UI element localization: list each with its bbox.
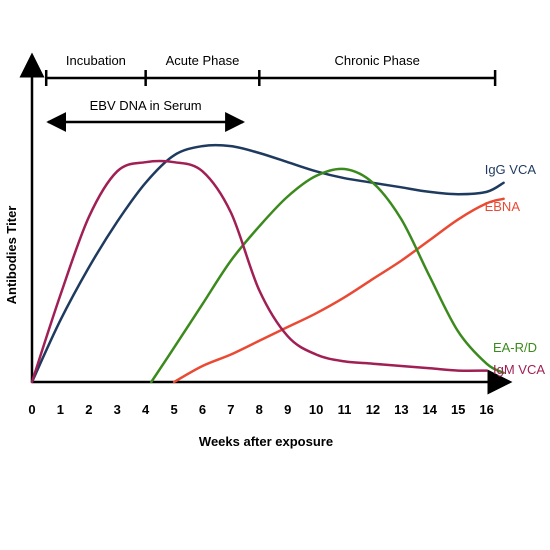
- x-tick-label-5: 5: [170, 402, 177, 417]
- x-tick-label-6: 6: [199, 402, 206, 417]
- series-line-ebna: [172, 197, 505, 384]
- series-lines: [30, 143, 505, 384]
- phase-label-1: Acute Phase: [166, 53, 240, 68]
- series-label-ebna: EBNA: [485, 199, 521, 214]
- x-tick-label-1: 1: [57, 402, 64, 417]
- y-axis-title: Antibodies Titer: [4, 206, 19, 305]
- axes: [19, 52, 513, 395]
- x-tick-label-10: 10: [309, 402, 323, 417]
- series-line-ea-r-d: [150, 167, 505, 384]
- x-tick-label-3: 3: [114, 402, 121, 417]
- phase-bar: Incubation Acute Phase Chronic Phase: [44, 53, 497, 86]
- x-tick-label-8: 8: [256, 402, 263, 417]
- series-line-igg-vca: [30, 143, 505, 384]
- series-labels: IgG VCA EBNA EA-R/D IgM VCA: [485, 162, 546, 377]
- x-tick-label-7: 7: [227, 402, 234, 417]
- x-tick-label-14: 14: [423, 402, 438, 417]
- x-tick-labels: 0 1 2 3 4 5 6 7 8 9 10 11 12 13 14 15 16: [28, 402, 493, 417]
- phase-label-2: Chronic Phase: [335, 53, 420, 68]
- x-tick-label-4: 4: [142, 402, 150, 417]
- x-tick-label-13: 13: [394, 402, 408, 417]
- x-tick-label-11: 11: [338, 402, 352, 417]
- ebv-dna-annotation: EBV DNA in Serum: [46, 98, 246, 132]
- series-label-igm-vca: IgM VCA: [493, 362, 545, 377]
- x-tick-label-0: 0: [28, 402, 35, 417]
- ebv-dna-label: EBV DNA in Serum: [90, 98, 202, 113]
- series-line-igm-vca: [30, 159, 488, 384]
- x-tick-label-15: 15: [451, 402, 465, 417]
- x-tick-label-9: 9: [284, 402, 291, 417]
- x-tick-label-12: 12: [366, 402, 380, 417]
- x-axis-title: Weeks after exposure: [199, 434, 333, 449]
- x-tick-label-16: 16: [479, 402, 493, 417]
- series-label-igg-vca: IgG VCA: [485, 162, 537, 177]
- series-label-ea-r-d: EA-R/D: [493, 340, 537, 355]
- x-tick-label-2: 2: [85, 402, 92, 417]
- phase-label-0: Incubation: [66, 53, 126, 68]
